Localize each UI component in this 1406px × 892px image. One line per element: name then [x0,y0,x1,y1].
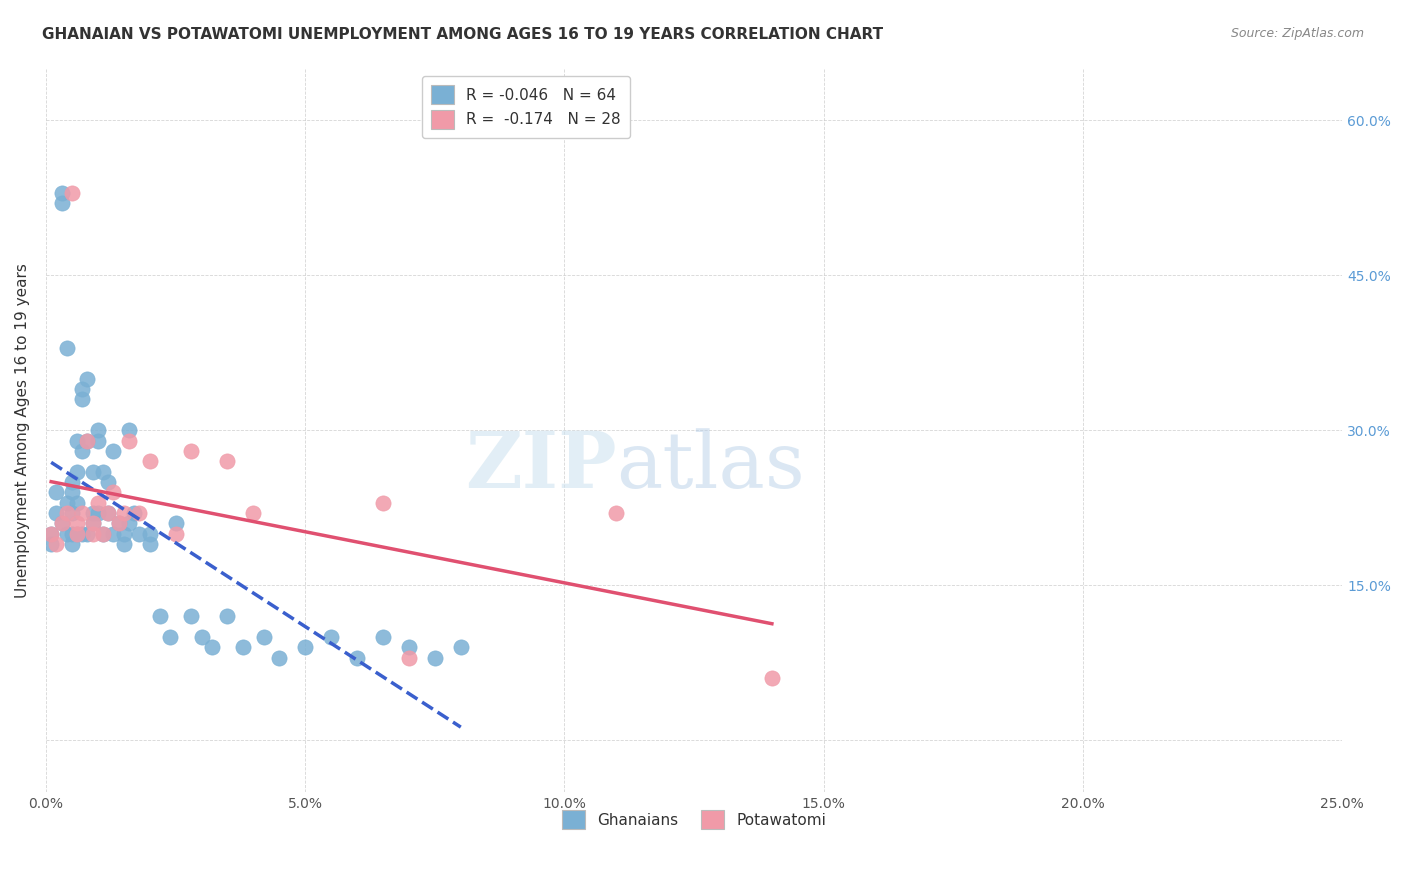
Point [76,434,98,448]
Point [269,650,291,665]
Point [39,526,62,541]
Point [398,650,420,665]
Point [60,485,83,500]
Point [51,186,73,200]
Point [72,392,94,407]
Point [112,526,135,541]
Point [72,506,94,520]
Point [103,526,125,541]
Point [51,516,73,531]
Point [55,526,77,541]
Point [82,516,104,531]
Point [60,506,83,520]
Point [253,630,276,644]
Point [761,671,783,685]
Point [103,444,125,458]
Point [60,537,83,551]
Point [107,516,129,531]
Point [398,640,420,655]
Point [112,506,135,520]
Point [118,423,141,437]
Point [97,506,120,520]
Point [72,382,94,396]
Point [87,434,110,448]
Point [76,371,98,385]
Point [122,506,145,520]
Point [118,434,141,448]
Point [91,526,114,541]
Point [128,526,150,541]
Point [128,506,150,520]
Point [190,630,212,644]
Point [55,341,77,355]
Point [60,475,83,489]
Text: ZIP: ZIP [465,428,616,504]
Point [66,434,89,448]
Point [217,454,239,468]
Point [55,506,77,520]
Point [112,537,135,551]
Point [66,526,89,541]
Point [51,195,73,210]
Point [82,516,104,531]
Point [201,640,224,655]
Point [118,516,141,531]
Point [91,465,114,479]
Point [45,485,67,500]
Point [165,526,187,541]
Point [321,630,343,644]
Point [72,444,94,458]
Point [82,506,104,520]
Text: Source: ZipAtlas.com: Source: ZipAtlas.com [1230,27,1364,40]
Point [107,516,129,531]
Point [51,516,73,531]
Point [371,495,394,509]
Point [66,516,89,531]
Point [103,485,125,500]
Point [87,423,110,437]
Point [605,506,627,520]
Point [66,495,89,509]
Point [97,475,120,489]
Point [371,630,394,644]
Point [242,506,264,520]
Point [39,526,62,541]
Point [232,640,254,655]
Point [60,526,83,541]
Y-axis label: Unemployment Among Ages 16 to 19 years: Unemployment Among Ages 16 to 19 years [15,263,30,598]
Text: GHANAIAN VS POTAWATOMI UNEMPLOYMENT AMONG AGES 16 TO 19 YEARS CORRELATION CHART: GHANAIAN VS POTAWATOMI UNEMPLOYMENT AMON… [42,27,883,42]
Point [82,526,104,541]
Point [138,454,160,468]
Point [55,495,77,509]
Point [66,465,89,479]
Point [138,526,160,541]
Point [149,609,172,624]
Point [72,526,94,541]
Point [82,465,104,479]
Point [180,444,202,458]
Point [45,537,67,551]
Point [87,495,110,509]
Point [87,506,110,520]
Point [45,506,67,520]
Point [159,630,181,644]
Point [138,537,160,551]
Point [76,434,98,448]
Point [450,640,472,655]
Point [165,516,187,531]
Point [91,526,114,541]
Point [39,537,62,551]
Point [76,526,98,541]
Text: atlas: atlas [616,428,806,504]
Legend: Ghanaians, Potawatomi: Ghanaians, Potawatomi [555,804,832,835]
Point [217,609,239,624]
Point [294,640,316,655]
Point [180,609,202,624]
Point [423,650,446,665]
Point [346,650,368,665]
Point [97,506,120,520]
Point [60,186,83,200]
Point [66,526,89,541]
